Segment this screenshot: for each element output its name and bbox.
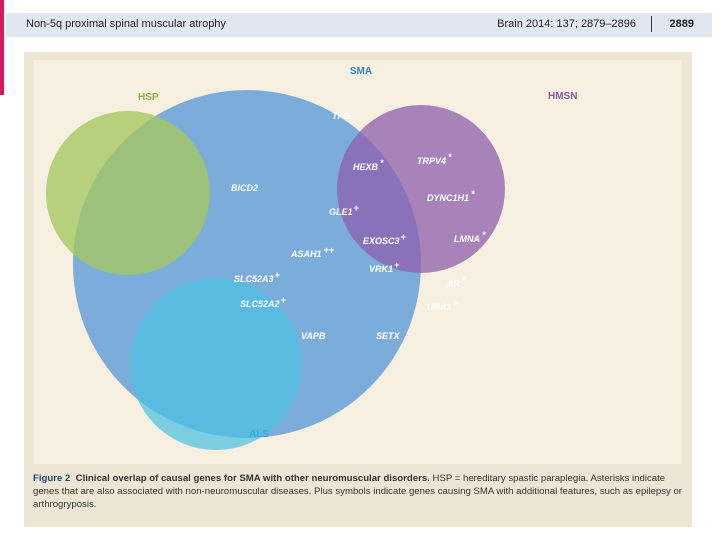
hsp-circle [46,111,210,275]
figure-label: Figure 2 [33,473,71,484]
gene-slc52a2: SLC52A2+ [240,295,287,309]
figure-canvas: SMA HSP HMSN ALS TFG HEXB * BICD2 GLE1+ A… [34,60,682,464]
figure-title: Clinical overlap of causal genes for SMA… [75,473,430,484]
gene-dync1h1: DYNC1H1 * [427,189,475,203]
gene-ar: AR * [446,275,466,289]
header-separator [651,16,652,32]
running-header: Non-5q proximal spinal muscular atrophy … [6,13,712,37]
page-edge-marker [0,0,4,95]
hmsn-circle [337,105,505,273]
gene-uba1: UBA1+ [427,298,459,312]
als-circle [130,278,302,450]
figure-caption: Figure 2 Clinical overlap of causal gene… [33,472,683,511]
gene-trpv4: TRPV4 * [417,152,452,166]
gene-setx: SETX [376,331,401,341]
als-label: ALS [249,429,269,440]
gene-gle1: GLE1+ [329,203,360,217]
gene-asah1: ASAH1 ++ [290,245,335,259]
page-number: 2889 [669,18,694,30]
running-title: Non-5q proximal spinal muscular atrophy [26,18,226,30]
gene-exosc3: EXOSC3+ [363,232,407,246]
gene-bicd2: BICD2 [231,183,258,193]
gene-slc52a3: SLC52A3+ [234,270,281,284]
gene-vapb: VAPB [301,331,326,341]
gene-tfg: TFG [332,111,350,121]
gene-lmna: LMNA * [454,230,486,244]
citation: Brain 2014: 137; 2879–2896 [497,18,636,30]
figure-caption-body: HSP = hereditary spastic paraplegia. Ast… [33,473,683,510]
hmsn-label: HMSN [548,91,577,102]
hsp-label: HSP [138,92,159,103]
gene-hexb: HEXB * [353,158,384,172]
sma-label: SMA [350,66,372,77]
gene-vrk1: VRK1+ [369,260,400,274]
figure-panel: SMA HSP HMSN ALS TFG HEXB * BICD2 GLE1+ A… [24,52,692,527]
venn-diagram: SMA HSP HMSN ALS TFG HEXB * BICD2 GLE1+ A… [46,66,577,450]
